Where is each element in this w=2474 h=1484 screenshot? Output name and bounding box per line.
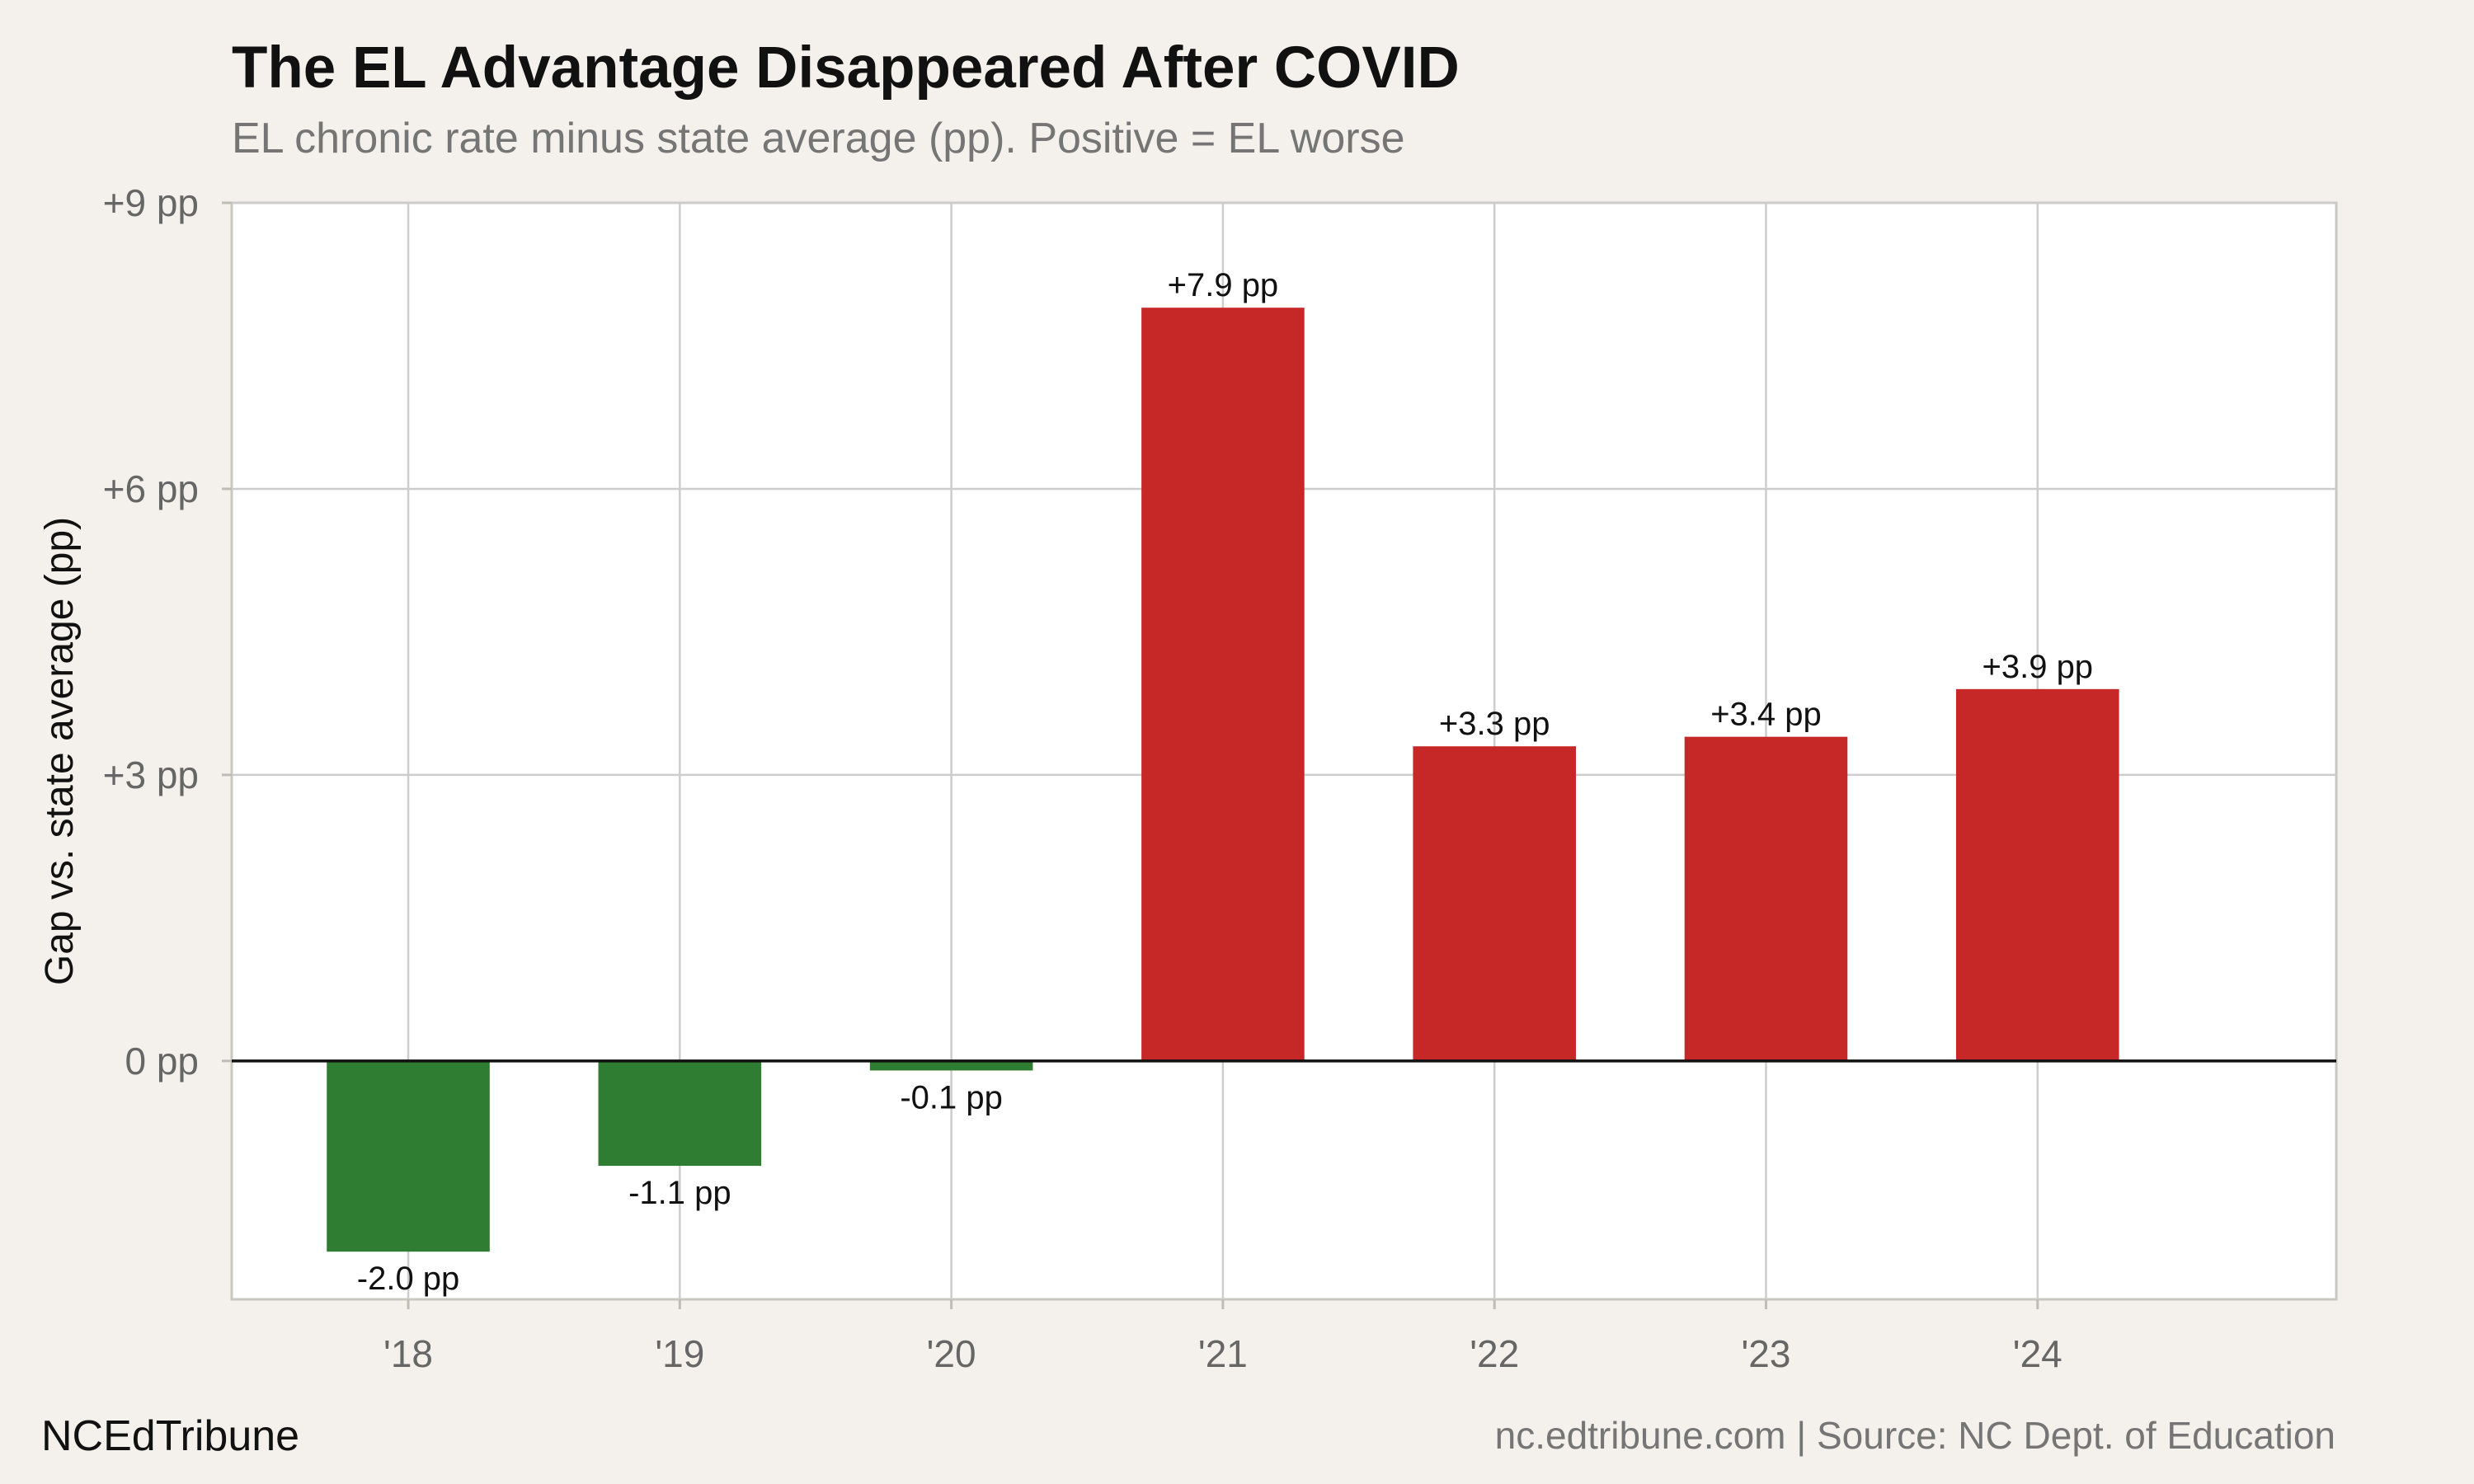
x-tick-label: '23 xyxy=(1742,1332,1791,1375)
bar-value-label: +7.9 pp xyxy=(1168,267,1279,303)
bar xyxy=(869,1060,1033,1071)
chart-subtitle: EL chronic rate minus state average (pp)… xyxy=(232,115,1405,162)
bar-value-label: -1.1 pp xyxy=(628,1175,731,1211)
x-tick-label: '19 xyxy=(655,1332,704,1375)
x-tick-label: '22 xyxy=(1470,1332,1519,1375)
y-axis-title: Gap vs. state average (pp) xyxy=(38,517,82,985)
bar xyxy=(1684,736,1848,1061)
x-tick-label: '18 xyxy=(383,1332,433,1375)
x-axis-ticks: '18 '19 '20 '21 '22 '23 '24 xyxy=(383,1299,2062,1375)
bar-value-label: +3.3 pp xyxy=(1439,706,1550,742)
chart-title: The EL Advantage Disappeared After COVID xyxy=(232,35,1460,101)
footer-brand: NCEdTribune xyxy=(41,1412,300,1460)
footer-source: nc.edtribune.com | Source: NC Dept. of E… xyxy=(1494,1414,2335,1457)
y-tick-label: +3 pp xyxy=(103,754,199,796)
y-tick-label: +9 pp xyxy=(103,181,199,224)
x-tick-label: '20 xyxy=(927,1332,976,1375)
bar-value-label: +3.9 pp xyxy=(1982,649,2093,685)
bar xyxy=(1141,308,1305,1061)
bar-value-label: -0.1 pp xyxy=(900,1079,1003,1115)
y-tick-label: +6 pp xyxy=(103,467,199,510)
bar-value-labels: -2.0 pp -1.1 pp -0.1 pp +7.9 pp +3.3 pp +3.4 … xyxy=(357,267,2093,1297)
y-axis-ticks: 0 pp +3 pp +6 pp +9 pp xyxy=(103,181,232,1082)
x-tick-label: '24 xyxy=(2013,1332,2062,1375)
bar xyxy=(327,1060,490,1252)
x-tick-label: '21 xyxy=(1198,1332,1248,1375)
bar-value-label: -2.0 pp xyxy=(357,1261,460,1297)
bar xyxy=(1413,746,1576,1061)
bar xyxy=(1955,688,2119,1061)
y-tick-label: 0 pp xyxy=(125,1040,199,1082)
bar xyxy=(598,1060,762,1167)
bar-value-label: +3.4 pp xyxy=(1710,697,1822,733)
bars xyxy=(327,308,2119,1252)
